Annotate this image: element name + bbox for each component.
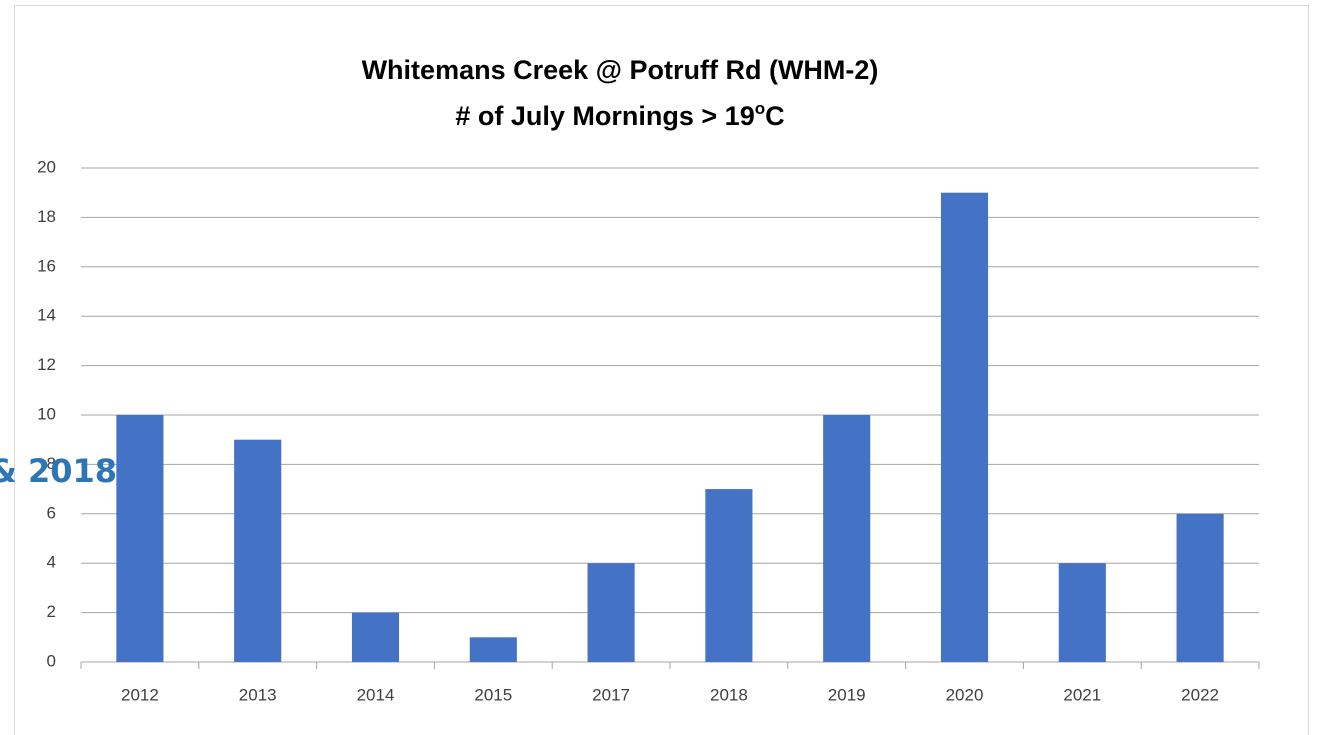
annotation: & 2018 bbox=[0, 452, 117, 490]
bar bbox=[351, 612, 400, 662]
y-tick-label: 2 bbox=[47, 602, 56, 621]
x-tick-label: 2022 bbox=[1181, 685, 1219, 704]
chart-title: Whitemans Creek @ Potruff Rd (WHM-2) bbox=[362, 55, 879, 85]
y-tick-label: 4 bbox=[47, 553, 56, 572]
chart-subtitle: # of July Mornings > 19oC bbox=[455, 99, 784, 131]
bar bbox=[234, 439, 282, 662]
subtitle-text: # of July Mornings > 19 bbox=[455, 101, 754, 131]
x-tick-label: 2019 bbox=[828, 685, 866, 704]
y-tick-label: 20 bbox=[37, 157, 56, 176]
x-tick-label: 2021 bbox=[1063, 685, 1101, 704]
y-tick-label: 14 bbox=[37, 306, 56, 325]
bar bbox=[940, 192, 989, 662]
y-tick-label: 8 bbox=[47, 454, 56, 473]
bar bbox=[587, 563, 635, 662]
bar bbox=[1058, 563, 1106, 662]
x-tick-label: 2012 bbox=[121, 685, 159, 704]
x-tick-label: 2020 bbox=[946, 685, 984, 704]
y-tick-label: 12 bbox=[37, 355, 56, 374]
y-tick-label: 0 bbox=[47, 651, 56, 670]
bar bbox=[469, 637, 517, 662]
x-tick-label: 2014 bbox=[357, 685, 395, 704]
subtitle-superscript: o bbox=[755, 99, 765, 118]
x-tick-label: 2013 bbox=[239, 685, 277, 704]
y-tick-label: 6 bbox=[47, 503, 56, 522]
bar bbox=[1176, 513, 1224, 662]
y-tick-label: 16 bbox=[37, 256, 56, 275]
y-tick-label: 10 bbox=[37, 404, 56, 423]
x-tick-label: 2017 bbox=[592, 685, 630, 704]
bar bbox=[116, 415, 164, 662]
x-tick-label: 2018 bbox=[710, 685, 748, 704]
y-tick-label: 18 bbox=[37, 207, 56, 226]
bar bbox=[705, 489, 753, 662]
x-tick-label: 2015 bbox=[474, 685, 512, 704]
bar bbox=[823, 415, 871, 662]
subtitle-unit: C bbox=[765, 101, 785, 131]
